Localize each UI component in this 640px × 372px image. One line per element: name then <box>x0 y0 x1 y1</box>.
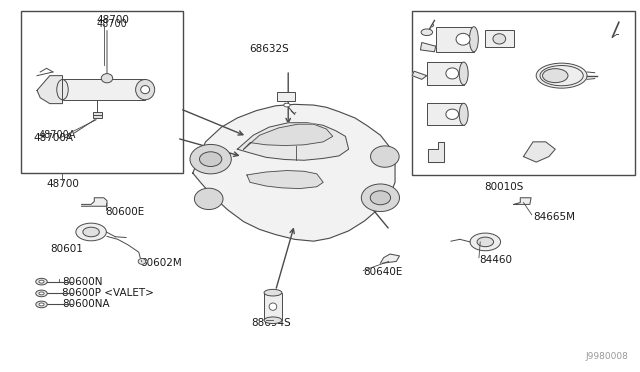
Ellipse shape <box>36 290 47 297</box>
Text: 80640E: 80640E <box>364 267 403 278</box>
Ellipse shape <box>456 33 470 45</box>
Ellipse shape <box>190 144 231 174</box>
Ellipse shape <box>136 80 155 100</box>
Ellipse shape <box>284 103 290 107</box>
Ellipse shape <box>446 109 459 119</box>
Ellipse shape <box>493 34 506 44</box>
Bar <box>21 11 183 173</box>
Text: 80010S: 80010S <box>484 182 524 192</box>
Polygon shape <box>81 198 107 206</box>
Text: 80600P <VALET>: 80600P <VALET> <box>63 288 154 298</box>
Bar <box>412 11 635 175</box>
Ellipse shape <box>543 69 568 83</box>
Text: 80602M: 80602M <box>141 258 182 268</box>
Ellipse shape <box>195 188 223 209</box>
Ellipse shape <box>421 29 433 36</box>
Text: 84460: 84460 <box>479 254 512 264</box>
Text: 84665M: 84665M <box>533 212 575 222</box>
Text: 80600NA: 80600NA <box>63 299 110 309</box>
Text: 48700: 48700 <box>46 179 79 189</box>
Bar <box>436 27 474 52</box>
Ellipse shape <box>138 259 146 264</box>
Polygon shape <box>514 198 531 204</box>
Ellipse shape <box>460 62 468 85</box>
Bar <box>93 112 102 118</box>
Text: J9980008: J9980008 <box>586 352 628 361</box>
Text: 80600E: 80600E <box>106 207 145 217</box>
Polygon shape <box>237 123 349 160</box>
Polygon shape <box>380 254 399 263</box>
Text: 48700A: 48700A <box>34 133 74 143</box>
Ellipse shape <box>470 233 500 251</box>
Polygon shape <box>37 76 63 104</box>
Text: 68632S: 68632S <box>249 44 289 54</box>
Text: 80600N: 80600N <box>63 277 103 287</box>
Bar <box>485 31 514 47</box>
Ellipse shape <box>269 303 276 310</box>
Polygon shape <box>428 142 444 162</box>
Ellipse shape <box>39 280 44 283</box>
Bar <box>63 79 145 100</box>
Bar <box>427 62 464 85</box>
Ellipse shape <box>200 152 222 167</box>
Ellipse shape <box>477 237 493 247</box>
Ellipse shape <box>460 103 468 125</box>
Ellipse shape <box>371 146 399 167</box>
Text: 48700: 48700 <box>96 19 127 29</box>
Ellipse shape <box>469 27 478 52</box>
Polygon shape <box>244 124 333 149</box>
Ellipse shape <box>536 63 587 88</box>
Ellipse shape <box>370 191 390 205</box>
Ellipse shape <box>446 68 459 79</box>
Ellipse shape <box>264 317 282 324</box>
Ellipse shape <box>101 74 113 83</box>
Polygon shape <box>412 71 427 79</box>
Bar <box>427 103 464 125</box>
Text: 48700A: 48700A <box>39 129 76 140</box>
Ellipse shape <box>76 223 106 241</box>
Polygon shape <box>247 170 323 189</box>
Polygon shape <box>524 142 556 162</box>
Ellipse shape <box>39 303 44 306</box>
Text: 48700: 48700 <box>96 16 129 25</box>
Polygon shape <box>193 104 395 241</box>
Ellipse shape <box>36 301 47 308</box>
Ellipse shape <box>264 289 282 296</box>
Ellipse shape <box>362 184 399 212</box>
Ellipse shape <box>83 227 99 237</box>
Bar <box>276 92 294 102</box>
Polygon shape <box>420 42 436 52</box>
Bar <box>264 293 282 320</box>
Text: 88694S: 88694S <box>252 318 291 328</box>
Ellipse shape <box>36 278 47 285</box>
Ellipse shape <box>57 80 68 100</box>
Text: 80601: 80601 <box>50 244 83 254</box>
Ellipse shape <box>141 86 150 94</box>
Ellipse shape <box>39 292 44 295</box>
